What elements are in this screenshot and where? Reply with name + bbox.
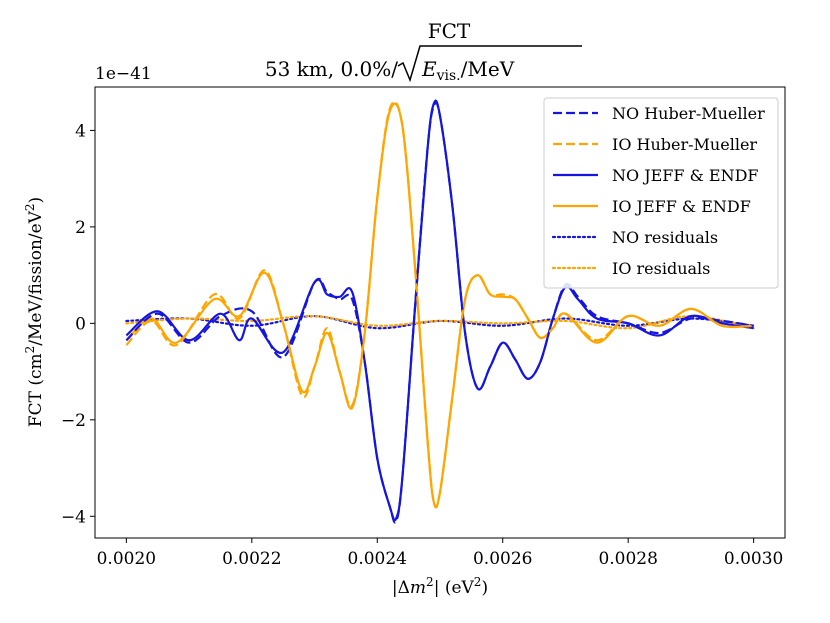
series-line-no-residuals [125, 315, 755, 330]
ylabel-sup2: 2 [23, 203, 37, 211]
x-tick-label: 0.0030 [724, 549, 783, 569]
y-offset-text: 1e−41 [95, 64, 152, 84]
ylabel-sup1: 2 [23, 346, 37, 354]
x-tick-label: 0.0020 [97, 549, 156, 569]
y-axis-ticks: −4 −2 0 2 4 [61, 121, 95, 527]
chart-subtitle: 53 km, 0.0%/ Evis./MeV [265, 45, 582, 84]
legend-label-io-jeff-endf: IO JEFF & ENDF [612, 197, 751, 216]
xlabel-sup2: 2 [474, 575, 482, 589]
y-tick-label: 2 [75, 218, 86, 238]
subtitle-sqrt-rest: /MeV [461, 57, 515, 81]
xlabel-sup: 2 [426, 575, 434, 589]
ylabel-end: ) [26, 197, 46, 204]
series-lines [125, 99, 755, 524]
subtitle-sqrt-sub: vis. [436, 68, 461, 84]
x-axis-ticks: 0.0020 0.0022 0.0024 0.0026 0.0028 0.0030 [97, 538, 783, 569]
legend-label-no-huber-mueller: NO Huber-Mueller [612, 104, 765, 123]
subtitle-sqrt-content: Evis./MeV [421, 57, 515, 84]
x-axis-label: |Δm2| (eV2) [392, 575, 488, 598]
legend-label-io-huber-mueller: IO Huber-Mueller [612, 135, 757, 154]
xlabel-end: ) [481, 578, 488, 598]
series-line-io-residuals [125, 314, 755, 330]
xlabel-pre: |Δ [392, 578, 410, 598]
subtitle-sqrt-var: E [421, 57, 437, 81]
xlabel-var: m [410, 578, 426, 598]
legend-label-no-residuals: NO residuals [612, 228, 718, 247]
plot-frame [94, 86, 786, 539]
y-axis-label: FCT (cm2/MeV/fission/eV2) [23, 197, 46, 427]
series-line-io-huber-mueller [125, 100, 754, 509]
chart-title: FCT [428, 19, 471, 43]
y-tick-label: 0 [75, 314, 86, 334]
y-tick-label: 4 [75, 121, 86, 141]
x-tick-label: 0.0026 [473, 549, 532, 569]
legend: NO Huber-Mueller IO Huber-Mueller NO JEFF … [543, 97, 779, 289]
y-tick-label: −2 [61, 411, 86, 431]
sqrt-sign [397, 45, 582, 83]
ylabel-pre: FCT (cm [26, 353, 46, 427]
legend-label-no-jeff-endf: NO JEFF & ENDF [612, 166, 759, 185]
ylabel-mid: /MeV/fission/eV [26, 210, 46, 345]
x-tick-label: 0.0028 [598, 549, 657, 569]
subtitle-prefix: 53 km, 0.0%/ [265, 57, 398, 81]
y-tick-label: −4 [61, 507, 86, 527]
series-line-no-huber-mueller [125, 101, 754, 524]
x-tick-label: 0.0024 [348, 549, 407, 569]
x-tick-label: 0.0022 [222, 549, 281, 569]
legend-label-io-residuals: IO residuals [612, 259, 710, 278]
xlabel-post: | (eV [434, 578, 475, 598]
legend-box [543, 97, 779, 289]
